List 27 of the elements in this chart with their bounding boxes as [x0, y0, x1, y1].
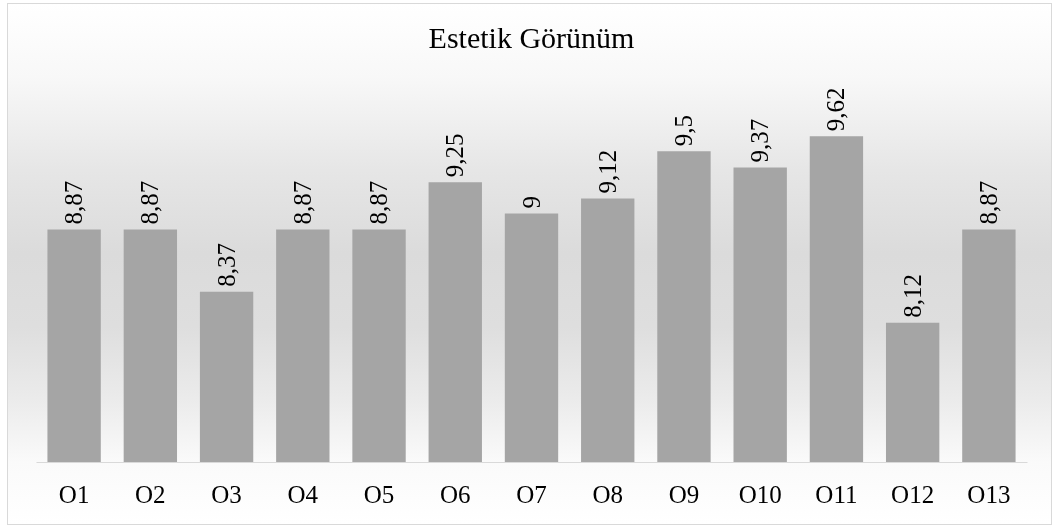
data-label: 8,87	[60, 180, 88, 225]
x-tick-label: O1	[58, 480, 90, 508]
data-label: 8,37	[212, 242, 240, 287]
data-label: 9,37	[746, 118, 774, 163]
x-tick-label: O3	[211, 480, 242, 508]
x-tick-label: O2	[135, 480, 166, 508]
data-label: 9,5	[669, 115, 697, 147]
chart-title: Estetik Görünüm	[428, 20, 635, 54]
x-tick-label: O9	[668, 480, 700, 508]
x-tick-label: O6	[439, 480, 471, 508]
x-tick-label: O4	[287, 480, 319, 508]
x-tick-label: O12	[891, 480, 935, 508]
data-label: 8,87	[288, 180, 316, 225]
data-label: 9	[517, 195, 545, 209]
x-tick-label: O5	[363, 480, 395, 508]
data-label: 8,87	[974, 180, 1002, 225]
x-tick-label: O8	[592, 480, 624, 508]
x-tick-label: O13	[967, 480, 1011, 508]
data-label: 9,62	[822, 87, 850, 132]
data-label: 9,12	[593, 149, 621, 194]
data-label: 8,12	[898, 274, 926, 318]
x-tick-label: O11	[815, 480, 858, 508]
data-label: 9,25	[441, 133, 469, 178]
data-label: 8,87	[136, 180, 164, 225]
data-label: 8,87	[365, 180, 393, 225]
x-tick-label: O10	[738, 480, 782, 508]
x-tick-label: O7	[516, 480, 547, 508]
